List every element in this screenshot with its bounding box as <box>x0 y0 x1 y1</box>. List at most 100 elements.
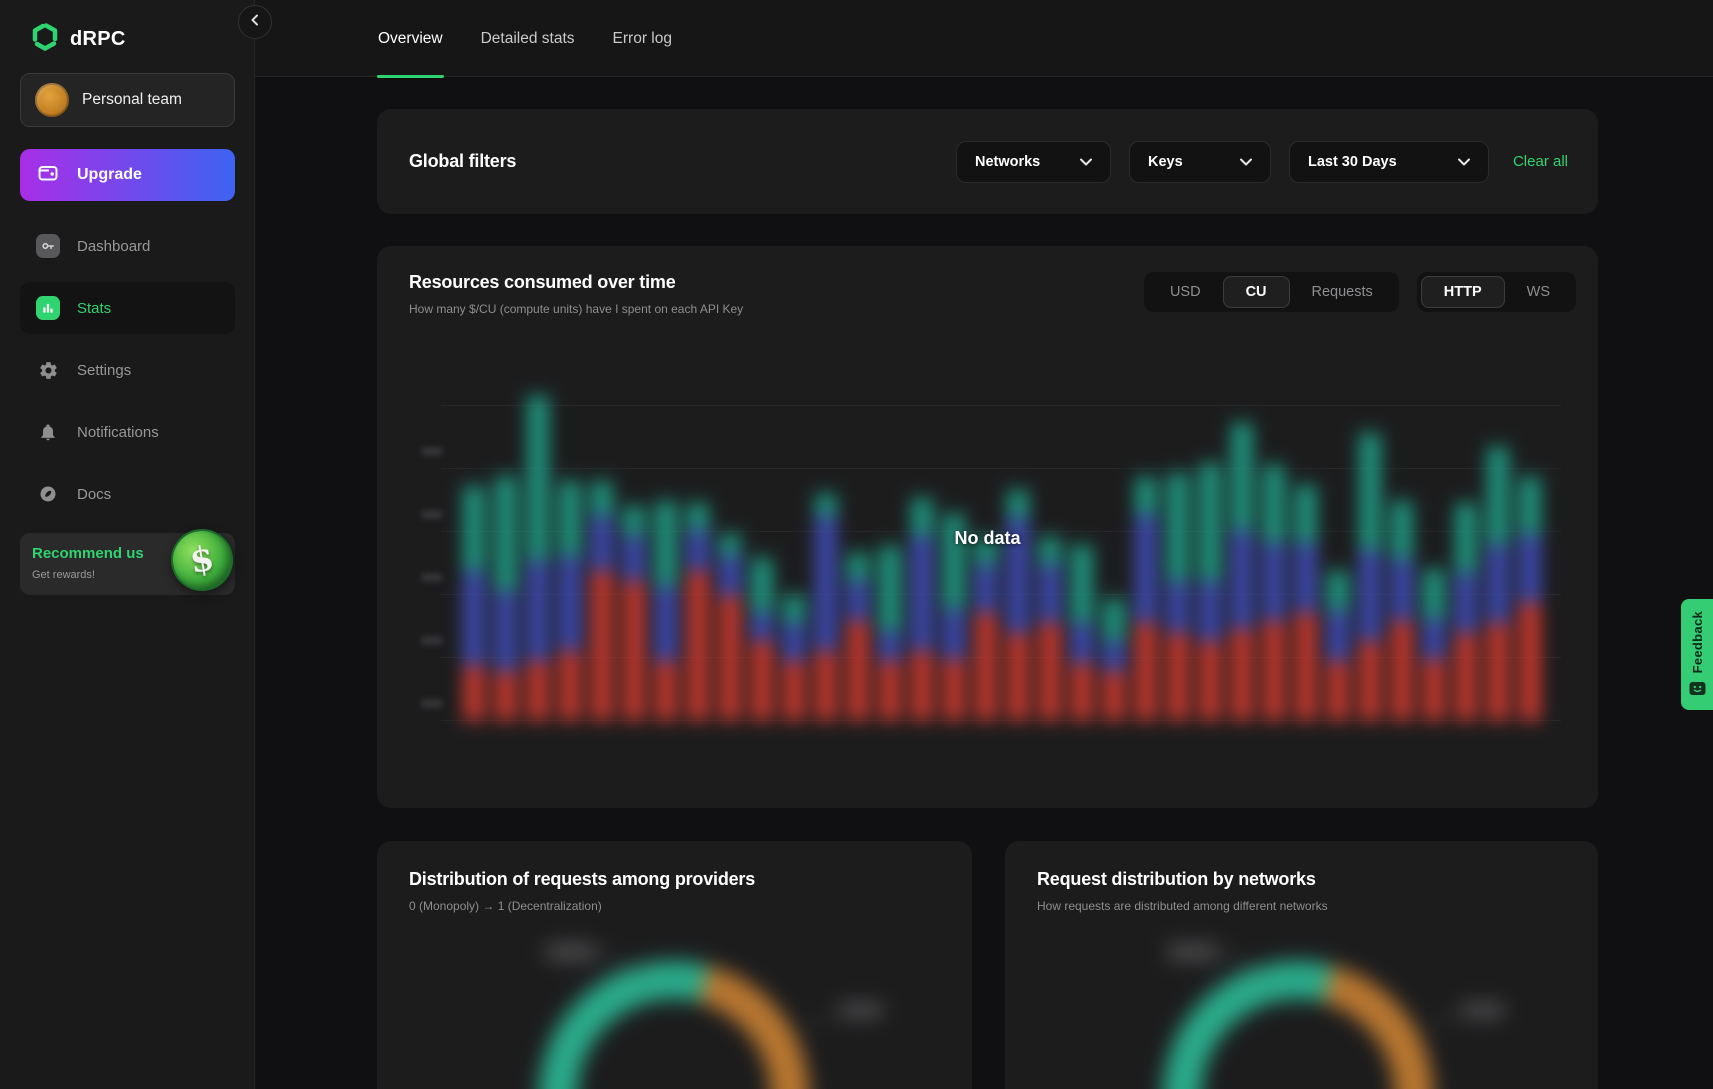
bar-segment <box>784 595 804 623</box>
bar-segment <box>1456 573 1476 633</box>
bar-segment <box>656 586 676 661</box>
bar-segment <box>1456 503 1476 573</box>
bar <box>624 506 644 721</box>
unit-option-cu[interactable]: CU <box>1223 276 1290 308</box>
networks-dropdown-label: Networks <box>975 154 1040 170</box>
gear-icon <box>36 358 60 382</box>
main-content: Overview Detailed stats Error log Global… <box>255 0 1713 1089</box>
bar <box>1104 599 1124 721</box>
bar-segment <box>1200 641 1220 721</box>
donut-label-line <box>1219 951 1271 973</box>
bar-segment <box>624 536 644 581</box>
tab-label: Error log <box>613 30 672 48</box>
bar-segment <box>784 623 804 661</box>
bar-segment <box>720 556 740 596</box>
bar-segment <box>496 671 516 721</box>
dollar-coin-icon: $ <box>166 524 238 596</box>
bar <box>720 534 740 721</box>
bar <box>688 503 708 721</box>
bar <box>784 595 804 721</box>
bar-segment <box>1136 477 1156 515</box>
protocol-option-http[interactable]: HTTP <box>1421 276 1505 308</box>
bar-segment <box>1392 559 1412 621</box>
bar-segment <box>464 571 484 666</box>
bar-segment <box>1136 623 1156 721</box>
bar-segment <box>944 609 964 659</box>
bar <box>944 514 964 721</box>
bar <box>912 498 932 721</box>
bar-segment <box>592 481 612 516</box>
bar-segment <box>1072 545 1092 623</box>
tab-overview[interactable]: Overview <box>377 0 444 77</box>
clear-all-link[interactable]: Clear all <box>1513 153 1568 170</box>
resources-title: Resources consumed over time <box>409 272 743 293</box>
donut-label-line <box>806 1013 842 1028</box>
bar-segment <box>1456 633 1476 721</box>
bar-segment <box>1008 633 1028 721</box>
feedback-tab[interactable]: Feedback <box>1681 599 1713 710</box>
networks-dropdown[interactable]: Networks <box>956 141 1111 183</box>
bar-segment <box>1072 623 1092 663</box>
bar <box>880 546 900 721</box>
bar-segment <box>976 613 996 721</box>
bar <box>656 501 676 721</box>
bar-segment <box>816 651 836 721</box>
upgrade-button[interactable]: Upgrade <box>20 149 235 201</box>
feedback-label: Feedback <box>1690 611 1705 673</box>
bar-segment <box>944 514 964 609</box>
bar-segment <box>1040 565 1060 623</box>
tab-error-log[interactable]: Error log <box>612 0 673 77</box>
keys-dropdown[interactable]: Keys <box>1129 141 1271 183</box>
bar-segment <box>976 565 996 613</box>
bar-segment <box>528 396 548 561</box>
feedback-smiley-icon <box>1689 681 1706 702</box>
bar <box>496 476 516 721</box>
bar-segment <box>1424 619 1444 659</box>
date-range-dropdown[interactable]: Last 30 Days <box>1289 141 1489 183</box>
bar-segment <box>1104 671 1124 721</box>
bar-segment <box>816 516 836 651</box>
networks-donut-wrap <box>1005 841 1598 1089</box>
bar-segment <box>912 651 932 721</box>
bar-segment <box>1328 661 1348 721</box>
tab-detailed-stats[interactable]: Detailed stats <box>480 0 576 77</box>
sidebar-collapse-button[interactable] <box>238 5 272 39</box>
protocol-option-ws[interactable]: WS <box>1505 276 1572 308</box>
sidebar-item-label: Notifications <box>77 424 159 441</box>
bar <box>1008 490 1028 721</box>
chevron-left-icon <box>250 13 260 31</box>
bar-segment <box>1296 485 1316 543</box>
bar-segment <box>688 503 708 531</box>
bar <box>1264 465 1284 721</box>
bar <box>1040 537 1060 721</box>
bar-segment <box>1232 531 1252 629</box>
bar <box>592 481 612 721</box>
wallet-icon <box>36 161 60 190</box>
bar <box>1488 447 1508 721</box>
sidebar-item-label: Docs <box>77 486 111 503</box>
bar <box>1200 463 1220 721</box>
keys-dropdown-label: Keys <box>1148 154 1183 170</box>
bar-segment <box>656 501 676 586</box>
unit-option-requests[interactable]: Requests <box>1290 276 1395 308</box>
sidebar-item-notifications[interactable]: Notifications <box>20 410 235 454</box>
bar-segment <box>816 494 836 516</box>
sidebar-item-settings[interactable]: Settings <box>20 348 235 392</box>
bar-segment <box>752 641 772 721</box>
recommend-us-card[interactable]: Recommend us Get rewards! $ <box>20 533 235 595</box>
chevron-down-icon <box>1080 153 1092 171</box>
sidebar-item-dashboard[interactable]: Dashboard <box>20 224 235 268</box>
unit-option-usd[interactable]: USD <box>1148 276 1223 308</box>
donut-label-blur <box>545 944 597 960</box>
sidebar-item-stats[interactable]: Stats <box>20 282 235 334</box>
sidebar-item-label: Dashboard <box>77 238 150 255</box>
bar-segment <box>1136 515 1156 623</box>
donut-label-line <box>1428 1013 1464 1028</box>
networks-donut-chart <box>1163 961 1433 1089</box>
bar-segment <box>848 581 868 621</box>
y-axis-label-blur <box>421 699 443 708</box>
bar-segment <box>880 631 900 661</box>
sidebar-item-docs[interactable]: Docs <box>20 472 235 516</box>
team-selector[interactable]: Personal team <box>20 73 235 127</box>
bar <box>1168 473 1188 721</box>
